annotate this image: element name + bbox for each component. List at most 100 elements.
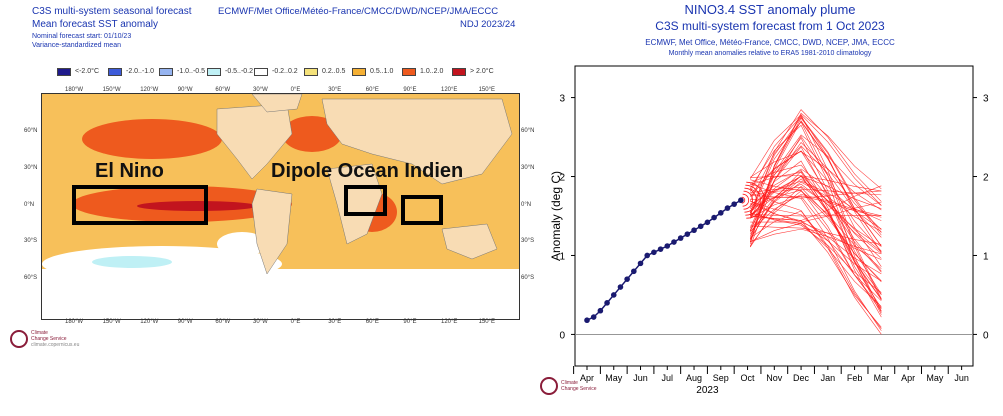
left-providers: ECMWF/Met Office/Météo-France/CMCC/DWD/N… <box>218 6 499 17</box>
ensemble-member-line <box>750 151 882 211</box>
ensemble-member-line <box>749 115 882 253</box>
lat-tick-label: 0°N <box>521 202 532 208</box>
x-tick-label: Jun <box>954 373 969 383</box>
lat-tick-label: 0°N <box>24 202 35 208</box>
x-tick-label: Apr <box>580 373 594 383</box>
ensemble-member-line <box>750 190 882 199</box>
x-tick-label: May <box>605 373 623 383</box>
x-tick-label: Jun <box>633 373 648 383</box>
observed-point <box>691 227 697 234</box>
ensemble-member-line <box>750 183 882 254</box>
observed-point <box>697 223 704 230</box>
logo-right-line-2: Change Service <box>561 386 597 392</box>
observed-point <box>684 231 691 237</box>
south-atlantic-neutral <box>217 232 267 256</box>
x-tick-label: Apr <box>901 373 915 383</box>
observed-point <box>617 284 624 290</box>
logo-line-3: climate.copernicus.eu <box>31 342 80 348</box>
australia <box>441 223 498 260</box>
copernicus-logo-right: Climate Change Service <box>540 377 597 395</box>
greenland <box>251 94 303 113</box>
lon-tick-label: 60°E <box>365 319 379 325</box>
copernicus-logo-left: Climate Change Service climate.copernicu… <box>10 330 79 348</box>
x-tick-label: Oct <box>741 373 756 383</box>
x-tick-label: Aug <box>686 373 702 383</box>
lon-tick-label: 180°W <box>65 319 84 325</box>
x-tick-label: Sep <box>713 373 729 383</box>
observed-point <box>590 314 597 320</box>
y-tick-label-left: 3 <box>559 94 565 105</box>
observed-point <box>604 300 610 306</box>
eurasia <box>321 98 513 185</box>
ensemble-member-line <box>749 121 882 247</box>
y-tick-label-left: 2 <box>559 173 565 184</box>
x-tick-label: Mar <box>874 373 890 383</box>
y-tick-label-right: 1 <box>983 251 989 262</box>
lon-tick-label: 150°E <box>478 87 496 93</box>
ensemble-member-line <box>750 164 882 272</box>
el-nino-label: El Nino <box>95 160 164 182</box>
ensemble-member-line <box>749 160 882 318</box>
y-tick-label-left: 1 <box>559 251 565 262</box>
copernicus-ring-icon-right <box>540 377 558 395</box>
legend-swatch <box>304 67 318 76</box>
legend-item: 1.0..2.0 <box>402 67 443 76</box>
ensemble-member-line <box>749 145 882 238</box>
legend-label: <-2.0°C <box>75 68 100 75</box>
ensemble-member-line <box>750 222 882 307</box>
legend-item: -0.5..-0.2 <box>207 67 253 76</box>
lon-tick-label: 30°W <box>253 319 268 325</box>
plume-title: NINO3.4 SST anomaly plume <box>684 2 856 17</box>
legend-label: -0.5..-0.2 <box>225 68 254 75</box>
observed-point <box>724 205 731 211</box>
y-tick-label-right: 0 <box>983 330 989 341</box>
lat-tick-label: 60°S <box>521 275 535 281</box>
x-tick-label: May <box>926 373 944 383</box>
x-year-label: 2023 <box>696 385 719 396</box>
logo-right-line-1: Climate <box>561 380 578 386</box>
africa <box>326 163 383 245</box>
lon-tick-label: 90°E <box>403 319 417 325</box>
lon-tick-label: 90°W <box>177 87 193 93</box>
lat-tick-label: 30°N <box>24 165 38 171</box>
ensemble-start-arc <box>743 190 753 210</box>
plot-frame <box>574 65 974 367</box>
ensemble-member-line <box>750 228 882 255</box>
lon-tick-label: 150°W <box>102 87 121 93</box>
ensemble-member-line <box>750 150 882 252</box>
ensemble-member-line <box>750 202 882 275</box>
ensemble-member-line <box>749 117 882 240</box>
north-pacific-warm <box>82 119 222 159</box>
legend-label: -0.2..0.2 <box>272 68 298 75</box>
lat-tick-label: 30°S <box>521 238 535 244</box>
observed-point <box>644 252 651 259</box>
lon-tick-label: 120°W <box>140 87 159 93</box>
lon-tick-label: 30°W <box>253 87 268 93</box>
legend-item: > 2.0°C <box>452 67 494 76</box>
observed-point <box>637 260 644 267</box>
copernicus-ring-icon <box>10 330 28 348</box>
ensemble-member-line <box>750 200 882 302</box>
observed-point <box>704 219 711 226</box>
y-tick-label-right: 3 <box>983 94 989 105</box>
ensemble-member-line <box>750 212 882 282</box>
observed-point <box>597 307 604 314</box>
legend-swatch <box>352 67 366 76</box>
ensemble-member-line <box>749 135 882 267</box>
ensemble-member-line <box>749 124 882 313</box>
left-period: NDJ 2023/24 <box>460 19 516 30</box>
plume-subtitle: C3S multi-system forecast from 1 Oct 202… <box>655 19 885 33</box>
sst-anomaly-map <box>41 93 520 320</box>
lon-tick-label: 120°E <box>441 319 458 325</box>
dipole-east-box <box>401 195 443 225</box>
ensemble-member-line <box>749 134 882 229</box>
ensemble-start-arc <box>745 184 761 216</box>
legend-swatch <box>57 67 71 76</box>
legend-swatch <box>402 67 416 76</box>
left-subtitle-2: Variance-standardized mean <box>32 42 121 49</box>
observed-point <box>671 239 677 245</box>
ensemble-member-line <box>750 201 882 223</box>
dipole-label: Dipole Ocean Indien <box>271 160 464 182</box>
lon-tick-label: 0°E <box>290 87 301 93</box>
lon-tick-label: 120°E <box>441 87 458 93</box>
